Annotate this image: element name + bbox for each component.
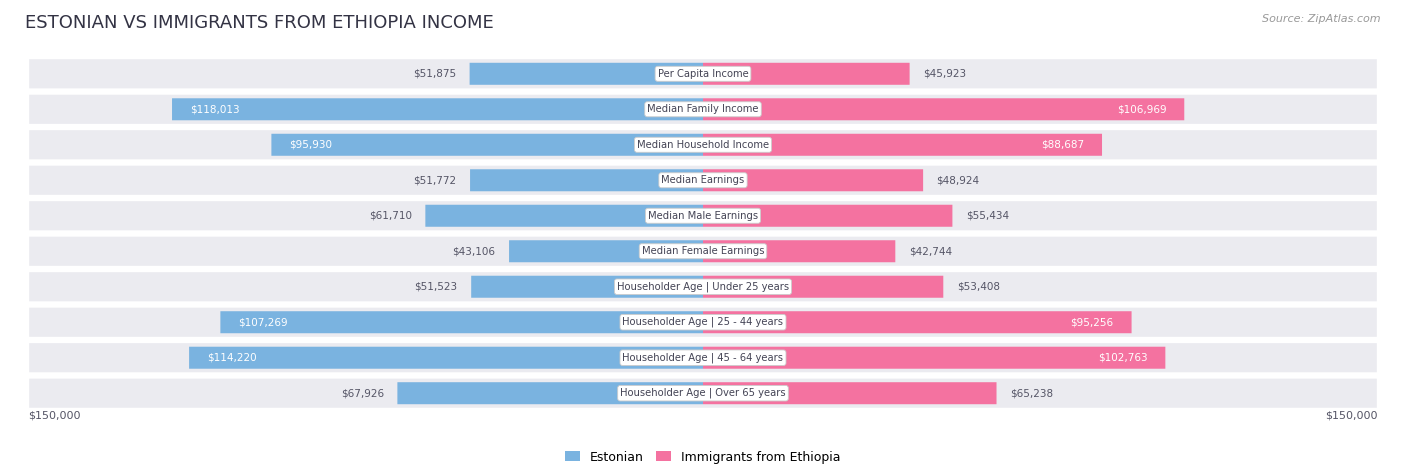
Text: $114,220: $114,220 <box>207 353 257 363</box>
FancyBboxPatch shape <box>703 98 1184 120</box>
FancyBboxPatch shape <box>28 342 1378 373</box>
Text: Householder Age | 25 - 44 years: Householder Age | 25 - 44 years <box>623 317 783 327</box>
FancyBboxPatch shape <box>28 94 1378 125</box>
Legend: Estonian, Immigrants from Ethiopia: Estonian, Immigrants from Ethiopia <box>560 446 846 467</box>
Text: Median Male Earnings: Median Male Earnings <box>648 211 758 221</box>
Text: $43,106: $43,106 <box>453 246 495 256</box>
Text: $102,763: $102,763 <box>1098 353 1147 363</box>
FancyBboxPatch shape <box>28 200 1378 231</box>
FancyBboxPatch shape <box>471 276 703 298</box>
FancyBboxPatch shape <box>703 240 896 262</box>
Text: $88,687: $88,687 <box>1040 140 1084 150</box>
Text: $150,000: $150,000 <box>1326 411 1378 421</box>
Text: $51,772: $51,772 <box>413 175 457 185</box>
Text: $51,523: $51,523 <box>415 282 458 292</box>
FancyBboxPatch shape <box>426 205 703 227</box>
FancyBboxPatch shape <box>28 58 1378 89</box>
FancyBboxPatch shape <box>172 98 703 120</box>
FancyBboxPatch shape <box>28 307 1378 338</box>
FancyBboxPatch shape <box>28 271 1378 302</box>
FancyBboxPatch shape <box>703 347 1166 369</box>
FancyBboxPatch shape <box>271 134 703 156</box>
FancyBboxPatch shape <box>470 63 703 85</box>
Text: Householder Age | 45 - 64 years: Householder Age | 45 - 64 years <box>623 353 783 363</box>
Text: $95,930: $95,930 <box>290 140 332 150</box>
Text: $106,969: $106,969 <box>1116 104 1167 114</box>
FancyBboxPatch shape <box>703 169 924 191</box>
Text: $107,269: $107,269 <box>239 317 288 327</box>
FancyBboxPatch shape <box>470 169 703 191</box>
FancyBboxPatch shape <box>398 382 703 404</box>
Text: Householder Age | Over 65 years: Householder Age | Over 65 years <box>620 388 786 398</box>
FancyBboxPatch shape <box>188 347 703 369</box>
FancyBboxPatch shape <box>703 63 910 85</box>
FancyBboxPatch shape <box>703 205 952 227</box>
FancyBboxPatch shape <box>509 240 703 262</box>
Text: $61,710: $61,710 <box>368 211 412 221</box>
FancyBboxPatch shape <box>703 311 1132 333</box>
FancyBboxPatch shape <box>28 165 1378 196</box>
Text: $118,013: $118,013 <box>190 104 239 114</box>
Text: Median Earnings: Median Earnings <box>661 175 745 185</box>
FancyBboxPatch shape <box>28 129 1378 160</box>
FancyBboxPatch shape <box>703 382 997 404</box>
Text: $53,408: $53,408 <box>957 282 1000 292</box>
Text: $42,744: $42,744 <box>908 246 952 256</box>
Text: Source: ZipAtlas.com: Source: ZipAtlas.com <box>1263 14 1381 24</box>
FancyBboxPatch shape <box>221 311 703 333</box>
Text: ESTONIAN VS IMMIGRANTS FROM ETHIOPIA INCOME: ESTONIAN VS IMMIGRANTS FROM ETHIOPIA INC… <box>25 14 494 32</box>
FancyBboxPatch shape <box>28 236 1378 267</box>
Text: Householder Age | Under 25 years: Householder Age | Under 25 years <box>617 282 789 292</box>
FancyBboxPatch shape <box>28 378 1378 409</box>
Text: $150,000: $150,000 <box>28 411 80 421</box>
Text: Median Family Income: Median Family Income <box>647 104 759 114</box>
FancyBboxPatch shape <box>703 134 1102 156</box>
Text: Per Capita Income: Per Capita Income <box>658 69 748 79</box>
Text: $95,256: $95,256 <box>1070 317 1114 327</box>
Text: $67,926: $67,926 <box>340 388 384 398</box>
Text: Median Household Income: Median Household Income <box>637 140 769 150</box>
Text: $55,434: $55,434 <box>966 211 1010 221</box>
Text: $51,875: $51,875 <box>413 69 456 79</box>
Text: $48,924: $48,924 <box>936 175 980 185</box>
Text: $65,238: $65,238 <box>1010 388 1053 398</box>
Text: $45,923: $45,923 <box>924 69 966 79</box>
Text: Median Female Earnings: Median Female Earnings <box>641 246 765 256</box>
FancyBboxPatch shape <box>703 276 943 298</box>
